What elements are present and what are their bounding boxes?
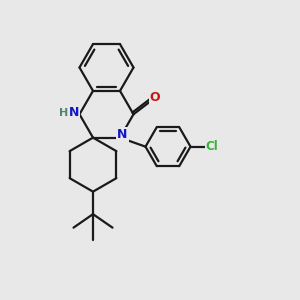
Text: O: O [150, 91, 160, 104]
Text: H: H [59, 108, 68, 118]
Text: Cl: Cl [206, 140, 218, 153]
Text: N: N [69, 106, 79, 119]
Text: N: N [117, 128, 128, 141]
